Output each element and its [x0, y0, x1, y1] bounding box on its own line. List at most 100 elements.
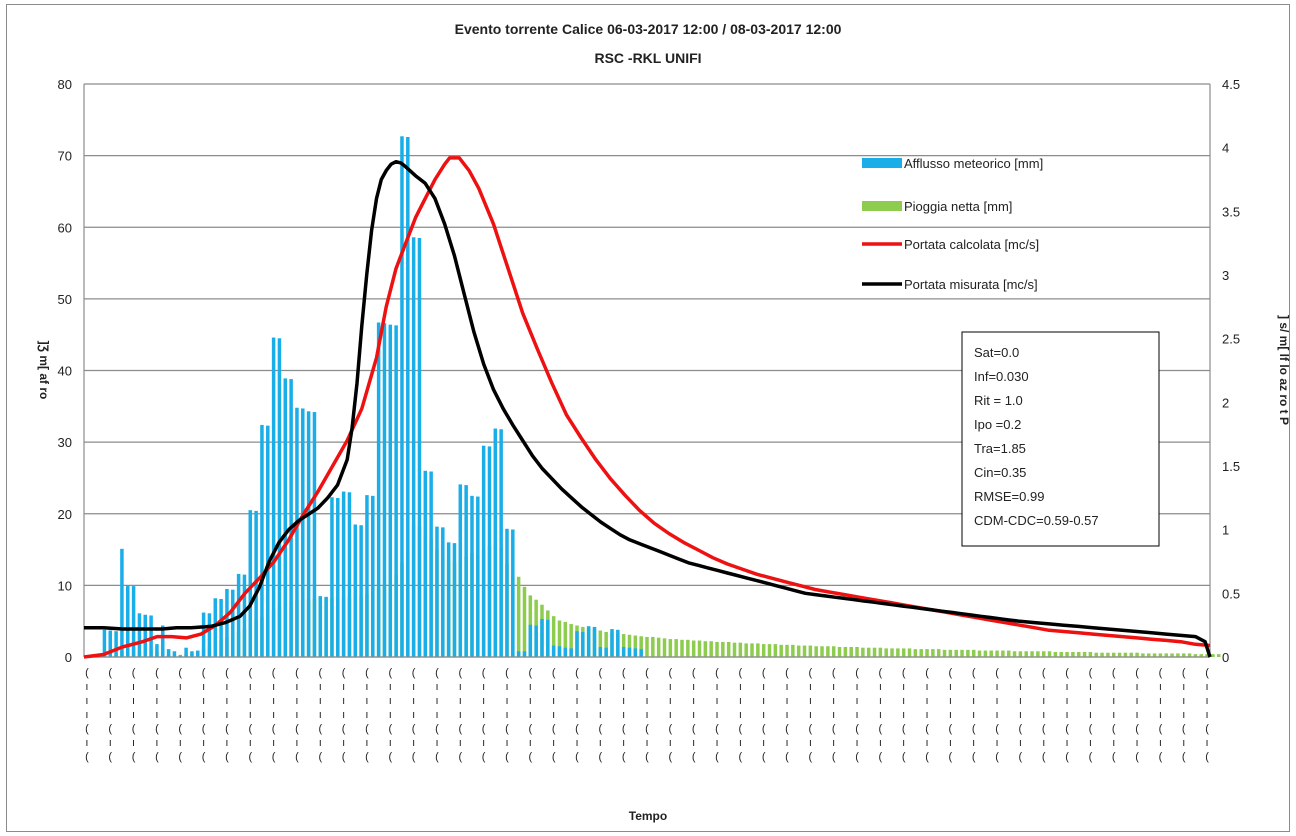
afflusso-bar — [295, 407, 299, 657]
pioggia-bar — [966, 649, 970, 657]
afflusso-bar — [347, 492, 352, 657]
x-tick-label: (ı ı ı(ı( — [458, 667, 462, 763]
pioggia-bar — [715, 641, 719, 657]
afflusso-bar — [149, 615, 153, 657]
legend-label-misurata: Portata misurata [mc/s] — [904, 277, 1038, 292]
afflusso-bar — [143, 614, 148, 657]
x-tick-label: (ı ı ı(ı( — [528, 667, 532, 763]
afflusso-bar — [260, 424, 264, 657]
pioggia-bar — [1076, 651, 1081, 657]
afflusso-bar — [423, 470, 428, 657]
afflusso-bar — [627, 647, 632, 657]
pioggia-bar — [767, 644, 772, 657]
afflusso-bar — [586, 626, 591, 657]
pioggia-bar — [1199, 654, 1203, 657]
pioggia-bar — [942, 649, 947, 657]
x-tick-label: (ı ı ı(ı( — [669, 667, 673, 763]
pioggia-bar — [837, 646, 842, 657]
pioggia-bar — [621, 634, 626, 657]
pioggia-bar — [1071, 651, 1075, 657]
param-ipo: Ipo =0.2 — [974, 417, 1021, 432]
pioggia-bar — [680, 639, 684, 657]
x-tick-label: (ı ı ı(ı( — [388, 667, 392, 763]
x-tick-label: (ı ı ı(ı( — [785, 667, 789, 763]
x-tick-label: (ı ı ı(ı( — [1089, 667, 1093, 763]
pioggia-bar — [651, 636, 655, 657]
pioggia-bar — [779, 644, 783, 657]
pioggia-bar — [1217, 654, 1221, 657]
afflusso-bar — [464, 485, 468, 657]
x-tick-label: (ı ı ı(ı( — [575, 667, 579, 763]
pioggia-bar — [1030, 651, 1034, 657]
afflusso-bar — [137, 613, 142, 657]
afflusso-bar — [231, 589, 235, 657]
afflusso-bar — [505, 528, 509, 657]
pioggia-bar — [1100, 652, 1104, 657]
pioggia-bar — [1152, 653, 1157, 657]
pioggia-bar — [1018, 651, 1023, 657]
y-left-tick-label: 30 — [58, 435, 72, 450]
pioggia-bar — [983, 650, 988, 657]
pioggia-bar — [936, 649, 941, 657]
x-tick-label: (ı ı ı(ı( — [342, 667, 346, 763]
pioggia-bar — [686, 639, 690, 657]
pioggia-bar — [785, 644, 789, 657]
afflusso-meteorico-bars — [102, 136, 643, 657]
x-tick-label: (ı ı ı(ı( — [365, 667, 369, 763]
pioggia-bar — [773, 644, 778, 657]
pioggia-bar — [1123, 652, 1128, 657]
pioggia-bar — [551, 616, 556, 657]
pioggia-bar — [563, 621, 568, 657]
afflusso-bar — [172, 651, 177, 657]
afflusso-bar — [330, 497, 334, 657]
x-tick-label: (ı ı ı(ı( — [1042, 667, 1046, 763]
pioggia-bar — [1146, 653, 1151, 657]
y-right-tick-label: 4.5 — [1222, 77, 1240, 92]
pioggia-bar — [1170, 653, 1174, 657]
pioggia-bar — [1047, 651, 1052, 657]
afflusso-bar — [557, 646, 562, 657]
x-tick-label: (ı ı ı(ı( — [202, 667, 206, 763]
pioggia-bar — [913, 649, 918, 657]
afflusso-bar — [581, 631, 585, 657]
afflusso-bar — [359, 525, 363, 657]
y-right-tick-label: 1 — [1222, 523, 1229, 538]
y-left-tick-label: 40 — [58, 364, 72, 379]
x-tick-label: (ı ı ı(ı( — [1205, 667, 1209, 763]
x-tick-label: (ı ı ı(ı( — [855, 667, 859, 763]
x-axis-ticks: (ı ı ı(ı( (ı ı ı(ı( (ı ı ı(ı( (ı ı ı(ı( (ı ı ı(ı( (ı ı ı(… — [85, 667, 1209, 763]
x-tick-label: (ı ı ı(ı( — [482, 667, 486, 763]
pioggia-bar — [1181, 653, 1186, 657]
x-tick-label: (ı ı ı(ı( — [225, 667, 229, 763]
pioggia-bar — [907, 648, 912, 657]
parameters-box: Sat=0.0 Inf=0.030 Rit = 1.0 Ipo =0.2 Tra… — [961, 331, 1160, 547]
afflusso-bar — [481, 445, 486, 657]
pioggia-bar — [1006, 650, 1011, 657]
y-left-tick-label: 20 — [58, 507, 72, 522]
x-tick-label: (ı ı ı(ı( — [1182, 667, 1186, 763]
x-tick-label: (ı ı ı(ı( — [1159, 667, 1163, 763]
pioggia-bar — [802, 645, 807, 657]
pioggia-bar — [569, 624, 573, 657]
afflusso-bar — [184, 647, 188, 657]
pioggia-bar — [791, 644, 795, 657]
param-cdm-cdc: CDM-CDC=0.59-0.57 — [974, 513, 1099, 528]
afflusso-bar — [610, 629, 614, 657]
pioggia-bar — [1094, 652, 1098, 657]
x-tick-label: (ı ı ı(ı( — [108, 667, 112, 763]
pioggia-bar — [598, 630, 603, 657]
pioggia-bar — [645, 636, 649, 657]
afflusso-bar — [569, 648, 573, 657]
pioggia-bar — [831, 646, 836, 657]
afflusso-bar — [219, 598, 223, 657]
y-axis-right-label: ] s/ m[ lf lo az ro t P — [1277, 315, 1291, 425]
chart-subtitle: RSC -RKL UNIFI — [594, 50, 701, 66]
afflusso-bar — [441, 527, 445, 657]
pioggia-bar — [1024, 651, 1028, 657]
pioggia-bar — [738, 642, 743, 657]
pioggia-bar — [627, 634, 632, 657]
afflusso-bar — [429, 471, 433, 657]
pioggia-bar — [896, 648, 900, 657]
afflusso-bar — [306, 411, 311, 657]
pioggia-bar — [954, 649, 958, 657]
